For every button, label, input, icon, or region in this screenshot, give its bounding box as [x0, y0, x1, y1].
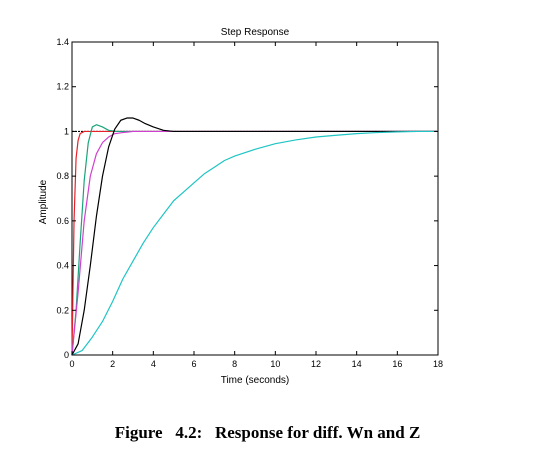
- series-line-2: [71, 124, 438, 356]
- x-tick-label: 12: [311, 359, 321, 369]
- series-line-4: [71, 117, 438, 356]
- plot-area: [71, 41, 439, 356]
- series-line-3: [71, 130, 438, 356]
- x-tick-label: 8: [232, 359, 237, 369]
- x-tick-label: 6: [191, 359, 196, 369]
- x-tick-label: 10: [270, 359, 280, 369]
- y-tick-label: 0.6: [56, 216, 69, 226]
- x-ticks: 0 2 4 6 8 10 12 14 16 18: [69, 42, 443, 369]
- x-tick-label: 14: [352, 359, 362, 369]
- y-tick-label: 0.4: [56, 261, 69, 271]
- x-tick-label: 2: [110, 359, 115, 369]
- figure-caption: Figure 4.2: Response for diff. Wn and Z: [114, 423, 421, 442]
- x-axis-label: Time (seconds): [221, 375, 290, 386]
- x-tick-label: 4: [151, 359, 156, 369]
- y-tick-label: 1: [64, 126, 69, 136]
- x-tick-label: 16: [392, 359, 402, 369]
- series-line-5: [71, 130, 438, 356]
- y-ticks: 0 0.2 0.4 0.6 0.8 1 1.2 1.4: [56, 37, 438, 360]
- y-tick-label: 0.2: [56, 305, 69, 315]
- chart-title: Step Response: [221, 27, 290, 38]
- y-tick-label: 1.2: [56, 82, 69, 92]
- y-tick-label: 0: [64, 350, 69, 360]
- series-group: [71, 117, 438, 356]
- x-tick-label: 0: [69, 359, 74, 369]
- y-tick-label: 1.4: [56, 37, 69, 47]
- x-tick-label: 18: [433, 359, 443, 369]
- y-tick-label: 0.8: [56, 171, 69, 181]
- y-axis-label: Amplitude: [38, 179, 49, 224]
